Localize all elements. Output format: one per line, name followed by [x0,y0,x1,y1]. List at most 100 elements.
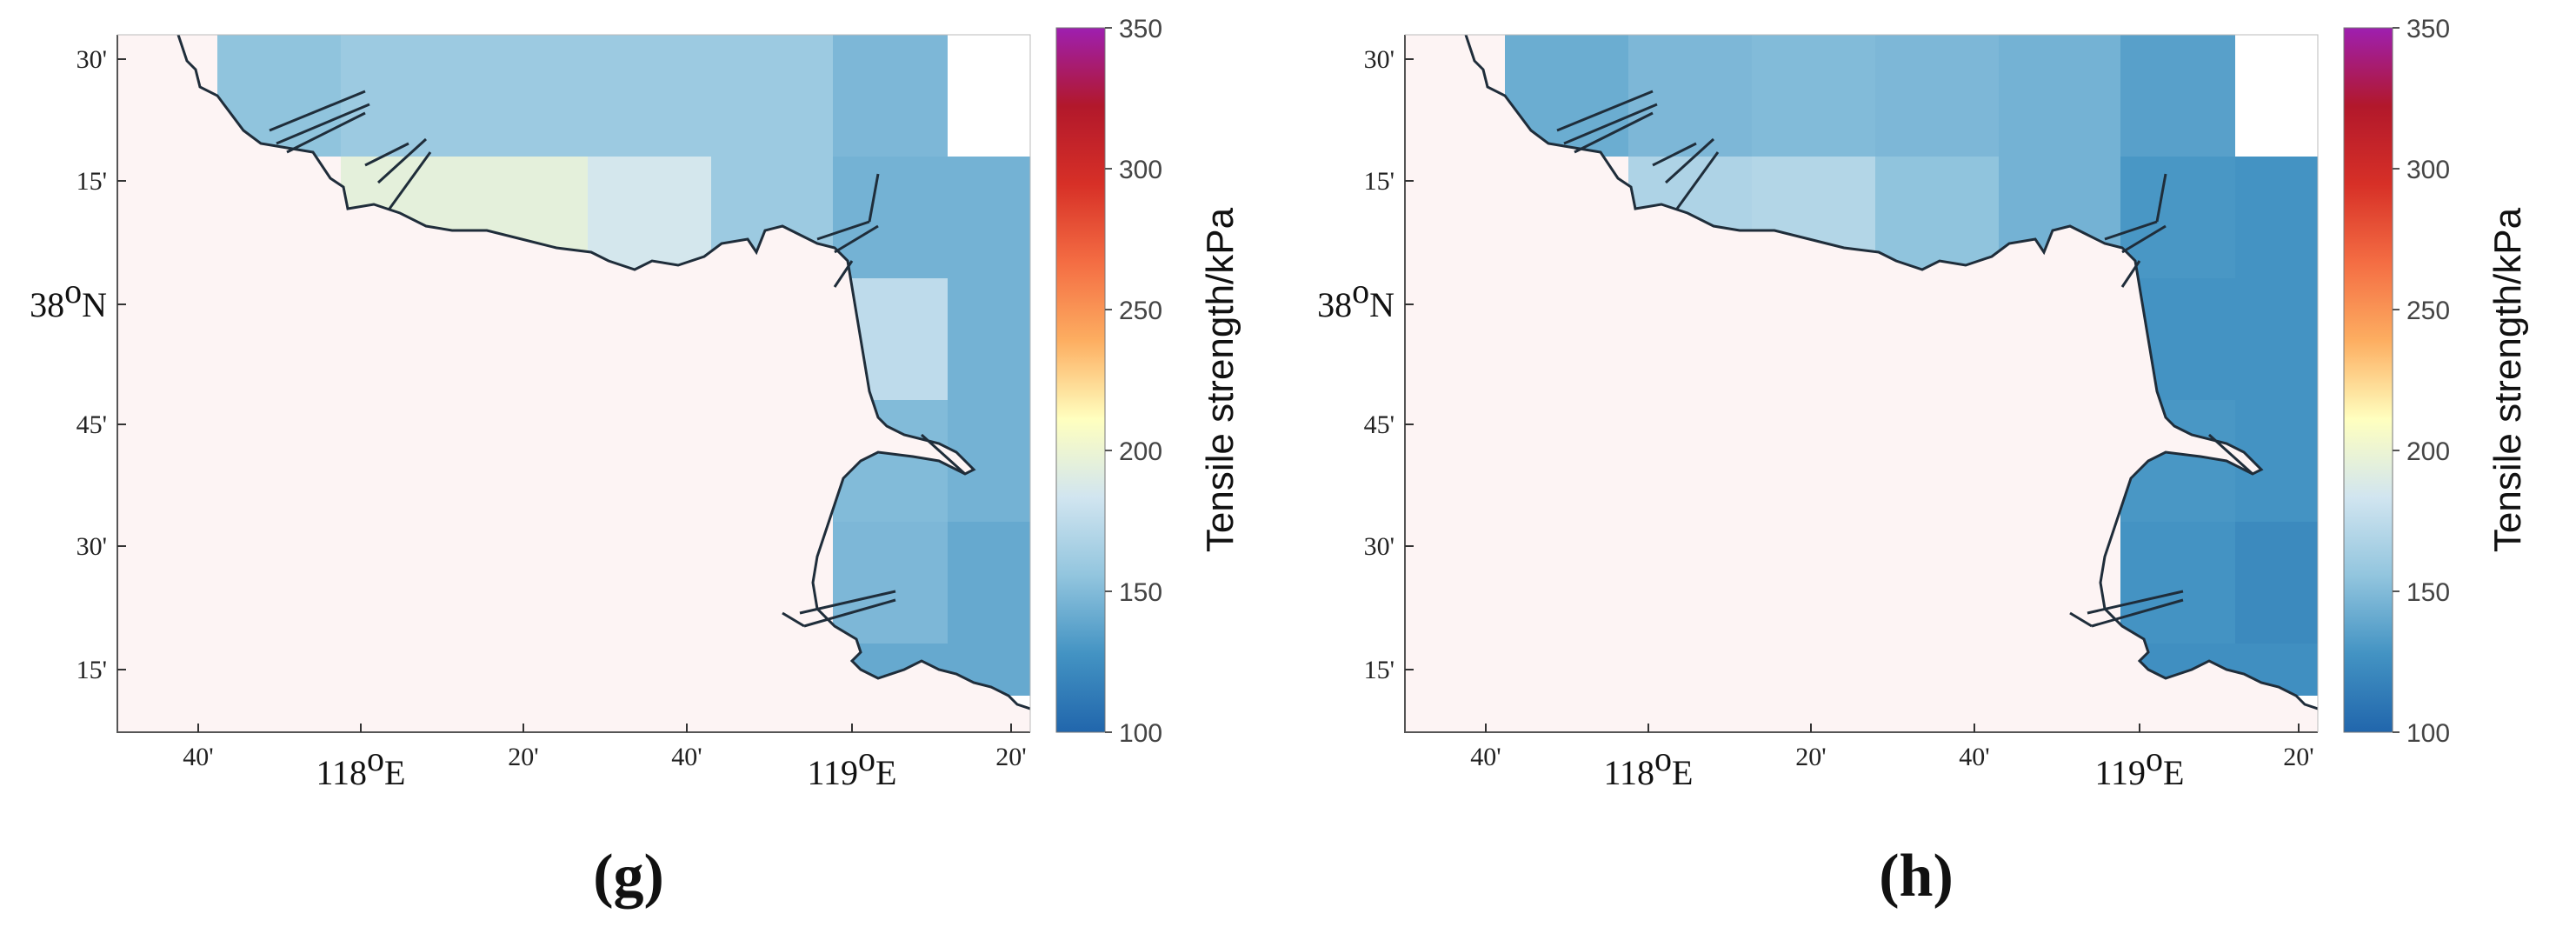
land-mask [117,35,1030,732]
panel-label: (g) [593,843,664,910]
map-area [117,35,1030,732]
lat-tick-label: 45' [77,410,107,439]
lon-tick-label: 20' [1795,743,1826,771]
lon-tick-label: 20' [2283,743,2313,771]
lon-tick-label: 20' [508,743,538,771]
port-structure [376,137,428,184]
sea-cell [588,35,711,157]
lat-tick-label: 30' [77,532,107,561]
lat-tick-label: 38oN [30,271,107,324]
sea-cell [833,35,948,157]
colorbar [1055,27,1106,733]
port-structure [276,103,370,145]
port-structure [803,598,896,628]
map-frame [1404,35,2318,733]
lon-tick-label: 40' [1959,743,1989,771]
port-structure [388,151,432,210]
panel-label: (h) [1879,843,1954,910]
sea-cell [1628,35,1752,157]
port-structure [816,220,870,241]
lat-tick-label: 15' [77,656,107,684]
lat-tick-label: 30' [1364,532,1395,561]
lat-tick-label: 30' [1364,45,1395,74]
colorbar [2343,27,2393,733]
port-structure [2087,590,2184,615]
sea-cell [2120,157,2235,278]
port-structure [2120,260,2141,288]
coastline [176,35,1030,710]
sea-cell [341,35,464,157]
colorbar-tick-label: 300 [1119,156,1162,184]
port-structure [920,433,967,476]
map-panel-g: 30' 15' 38oN 45' 30' 15' 40' 118oE 20' 40' 119oE 20… [0,0,1288,923]
sea-cell [1875,157,1999,278]
sea-cell [2235,157,2318,278]
port-structure [868,173,880,223]
no-data-corner [948,35,1030,157]
sea-cell [2120,522,2235,644]
sea-cell [1999,35,2120,157]
map-frame [117,34,1031,732]
colorbar-tick-label: 200 [1119,437,1162,466]
lat-tick-label: 45' [1364,410,1395,439]
port-structure [2091,598,2184,628]
colorbar-tick-label: 100 [1119,719,1162,748]
map-svg-g: 30' 15' 38oN 45' 30' 15' 40' 118oE 20' 40' 119oE 20… [30,15,1241,910]
lon-tick-label: 119oE [808,739,897,792]
sea-cell [1752,35,1875,157]
port-structure [1675,151,1720,210]
port-structure [782,611,805,628]
lon-tick-label: 20' [995,743,1026,771]
port-structure [2104,220,2158,241]
port-structure [1652,142,1697,167]
colorbar-tick-label: 300 [2406,156,2450,184]
lat-tick-label: 30' [77,45,107,74]
sea-cell [833,522,948,644]
sea-cell [464,35,588,157]
map-panel-h: 30' 15' 38oN 45' 30' 15' 40' 118oE 20' 40' 119oE 20… [1288,0,2575,923]
lat-tick-label: 15' [1364,656,1395,684]
colorbar-tick-label: 250 [1119,297,1162,325]
land-mask [1405,35,2318,732]
lat-tick-label: 15' [1364,167,1395,196]
map-frame [116,35,1030,733]
port-structure [286,111,366,154]
lon-tick-label: 40' [183,743,213,771]
colorbar-tick-label: 150 [1119,578,1162,607]
port-structure [799,590,896,615]
sea-cell [948,522,1030,644]
sea-cell [711,35,833,157]
sea-cell [588,157,711,278]
port-structure [2155,173,2167,223]
colorbar-title: Tensile strength/kPa [2486,207,2529,552]
lon-tick-label: 40' [671,743,702,771]
sea-cell [1875,35,1999,157]
port-structure [1556,90,1654,132]
port-structure [2207,433,2254,476]
port-structure [269,90,366,132]
sea-cell [948,278,1030,400]
port-structure [2069,611,2093,628]
colorbar-tick-label: 200 [2406,437,2450,466]
colorbar-tick-label: 150 [2406,578,2450,607]
map-frame [1405,34,2319,732]
colorbar-tick-label: 100 [2406,719,2450,748]
lon-tick-label: 40' [1470,743,1501,771]
map-area [1405,35,2318,732]
lat-tick-label: 38oN [1317,271,1395,324]
colorbar-tick-label: 350 [1119,15,1162,43]
port-structure [833,260,854,288]
colorbar-tick-label: 350 [2406,15,2450,43]
sea-cell [2235,278,2318,400]
port-structure [2121,224,2167,254]
no-data-corner [2235,35,2318,157]
lon-tick-label: 118oE [316,739,406,792]
port-structure [1563,103,1658,145]
sea-cell [833,157,948,278]
port-structure [1664,137,1715,184]
sea-cell [948,157,1030,278]
lon-tick-label: 119oE [2095,739,2185,792]
map-svg-h: 30' 15' 38oN 45' 30' 15' 40' 118oE 20' 40' 119oE 20… [1317,15,2529,910]
colorbar-title: Tensile strength/kPa [1199,207,1241,552]
sea-cell [2120,35,2235,157]
